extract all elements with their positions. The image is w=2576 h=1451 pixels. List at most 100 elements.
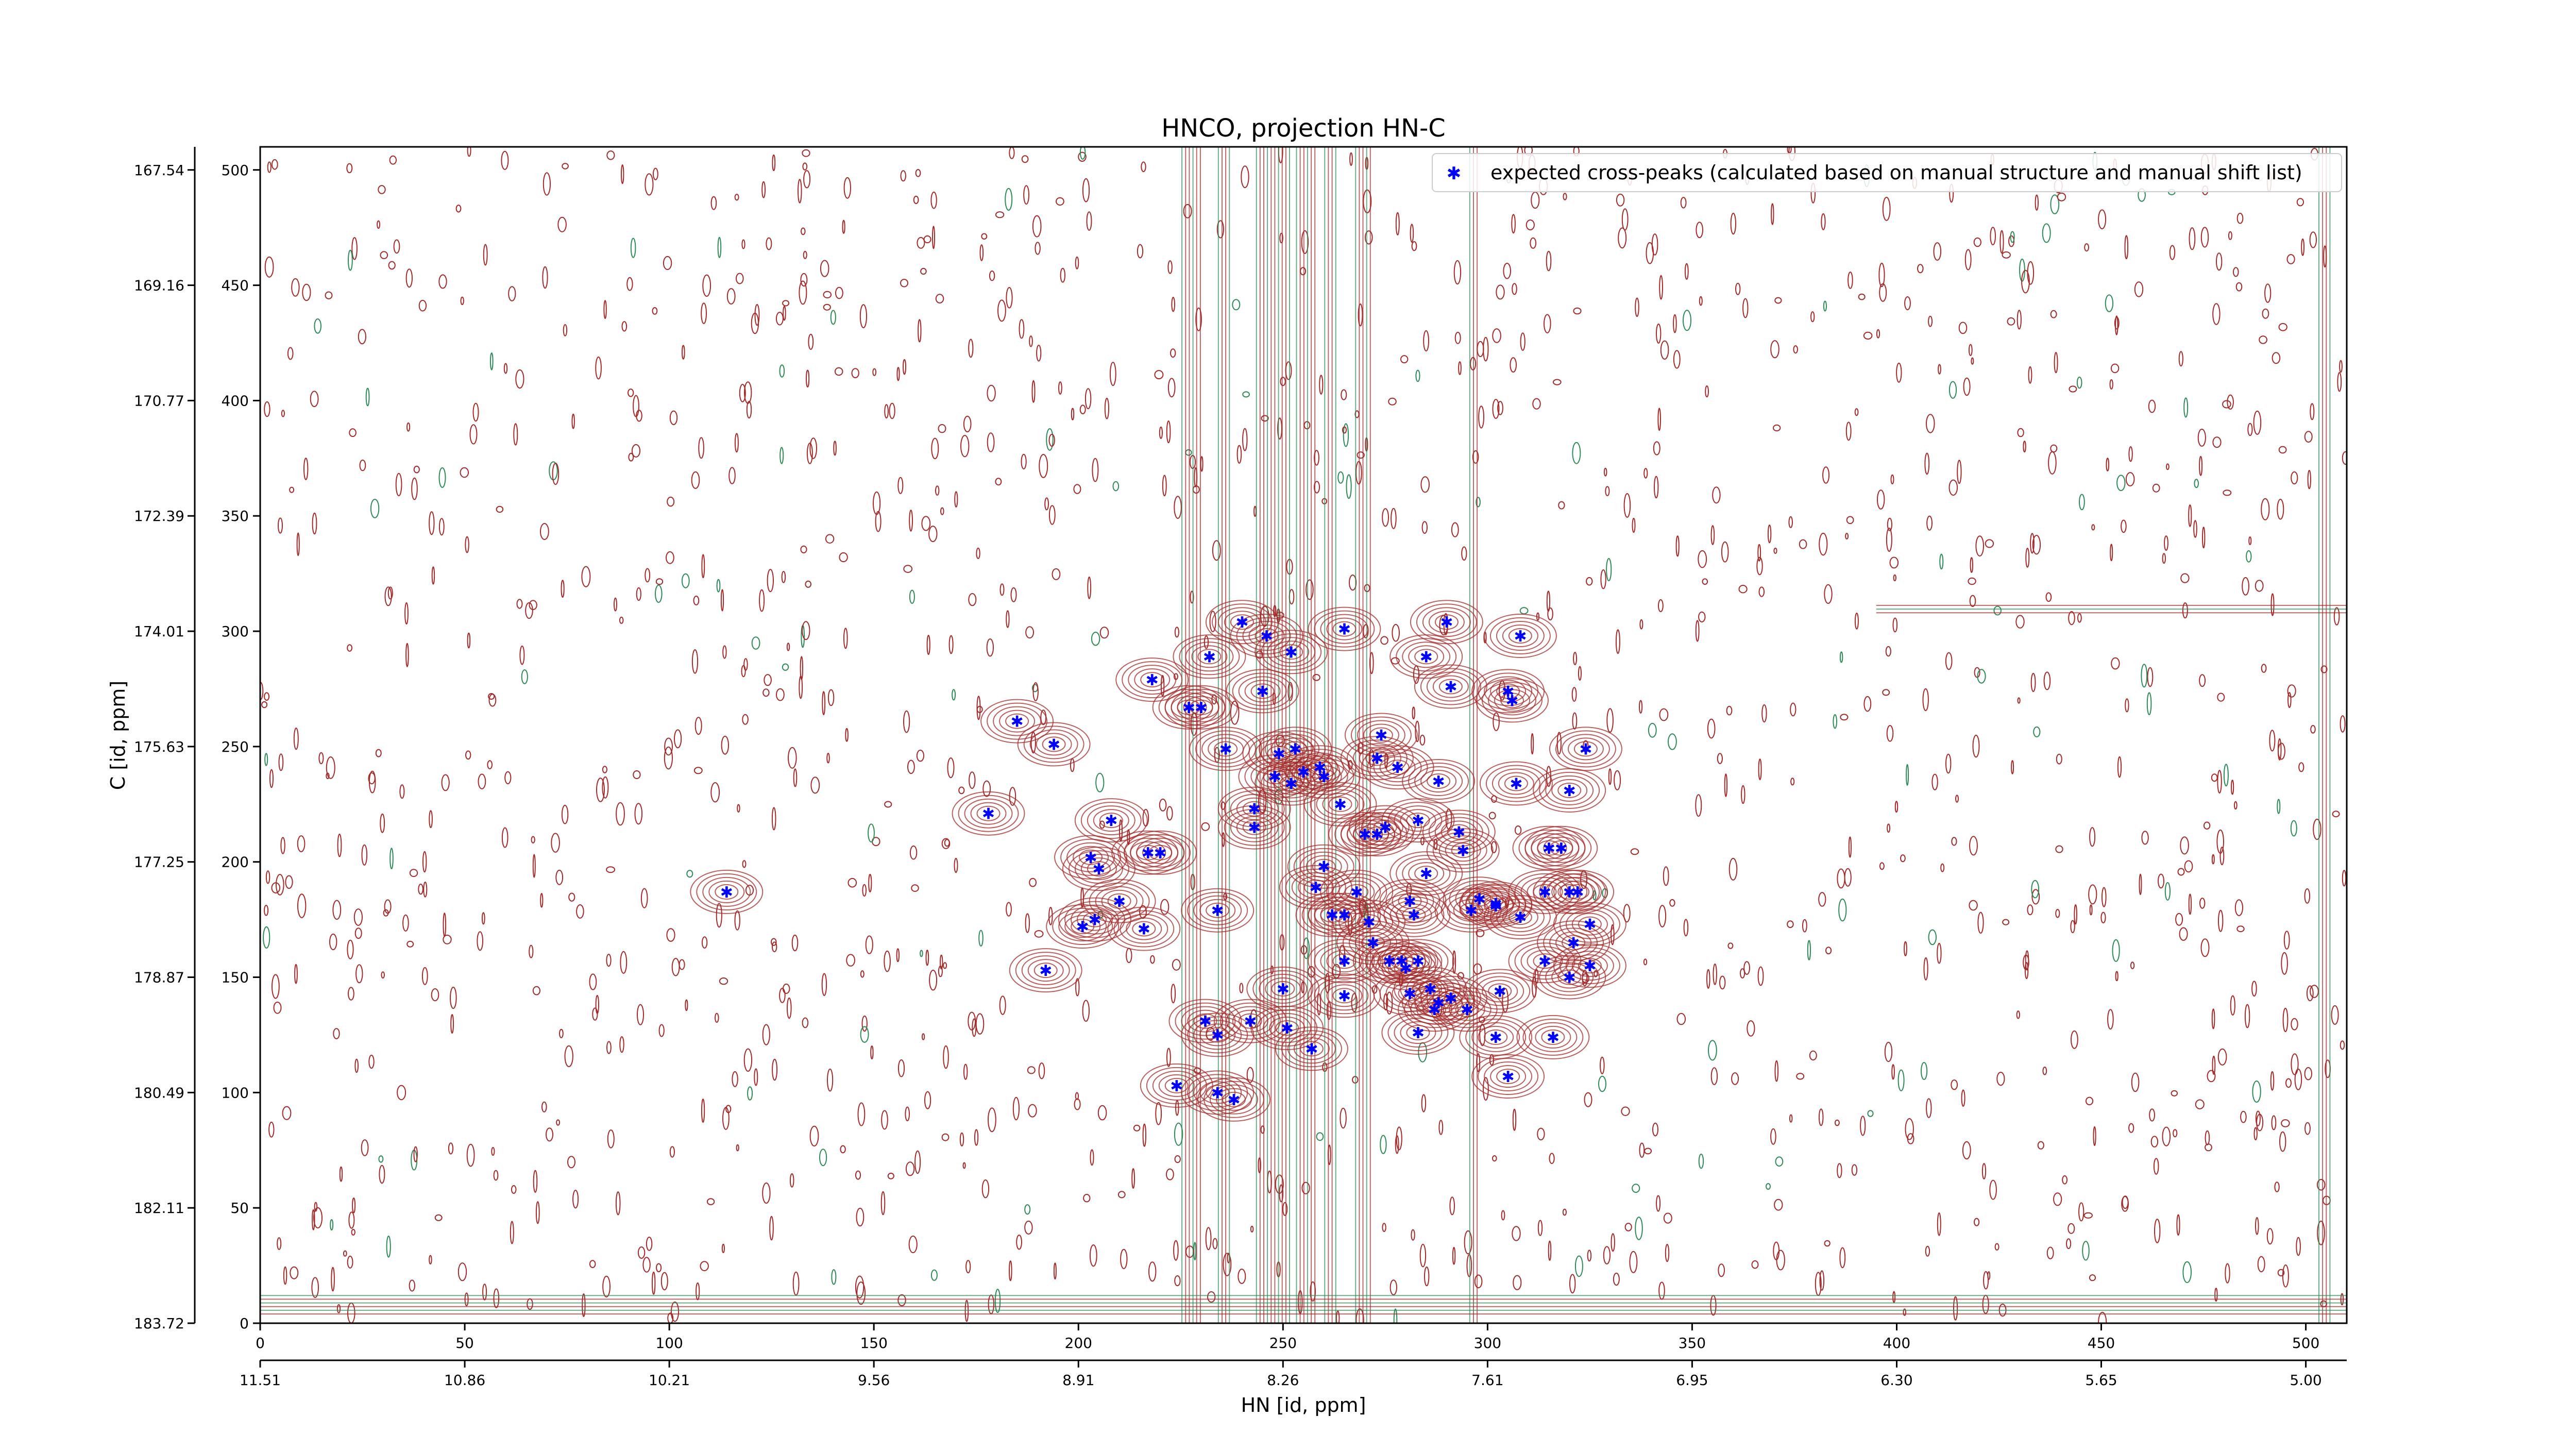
peak-contour — [1073, 846, 1109, 869]
noise-contour — [2188, 893, 2192, 915]
noise-contour — [561, 804, 569, 824]
noise-contour — [769, 1216, 774, 1241]
cross-peak-marker: ✱ — [1514, 909, 1527, 927]
noise-contour — [1314, 450, 1319, 466]
peak-contour — [1573, 741, 1598, 757]
noise-contour — [1724, 773, 1728, 797]
noise-contour — [438, 274, 447, 289]
noise-contour — [2110, 363, 2120, 374]
noise-contour — [1877, 490, 1885, 510]
noise-contour — [606, 150, 615, 160]
noise-contour — [786, 643, 790, 651]
noise-contour — [2277, 1269, 2285, 1277]
noise-contour — [1301, 1182, 1310, 1194]
noise-contour — [2110, 544, 2113, 562]
noise-contour — [856, 1207, 865, 1227]
noise-contour — [959, 1132, 964, 1146]
y-ppm-tick-label: 170.77 — [134, 392, 184, 409]
noise-contour — [443, 934, 452, 944]
noise-contour — [1621, 208, 1629, 231]
noise-contour — [478, 773, 486, 789]
noise-contour — [846, 954, 855, 967]
noise-contour — [1160, 674, 1165, 697]
peak-contour — [1469, 972, 1531, 1010]
noise-contour — [1639, 619, 1643, 630]
noise-contour — [2146, 692, 2152, 716]
noise-contour — [693, 767, 703, 774]
noise-contour — [995, 211, 1005, 218]
noise-contour — [655, 578, 664, 585]
peak-contour — [1478, 1025, 1514, 1049]
noise-contour — [1250, 1225, 1254, 1233]
noise-contour — [603, 300, 607, 319]
noise-contour — [2304, 1067, 2312, 1081]
noise-contour — [628, 389, 634, 397]
noise-contour — [1476, 929, 1485, 937]
noise-contour — [653, 167, 658, 180]
noise-contour — [521, 669, 528, 684]
noise-contour — [466, 1143, 475, 1167]
noise-contour — [717, 237, 722, 258]
cross-peak-marker: ✱ — [1543, 840, 1555, 858]
noise-contour — [652, 307, 658, 315]
noise-contour — [1537, 1127, 1545, 1141]
noise-contour — [1657, 408, 1661, 431]
noise-contour — [1876, 329, 1880, 339]
noise-contour — [1159, 426, 1163, 439]
noise-contour — [1721, 541, 1729, 563]
peak-contour — [1529, 1022, 1578, 1052]
cross-peak-marker: ✱ — [1113, 893, 1126, 911]
cross-peak-marker: ✱ — [1011, 713, 1024, 731]
cross-peak-layer: ✱✱✱✱✱✱✱✱✱✱✱✱✱✱✱✱✱✱✱✱✱✱✱✱✱✱✱✱✱✱✱✱✱✱✱✱✱✱✱✱… — [720, 614, 1597, 1109]
noise-contour — [1520, 332, 1526, 351]
noise-contour — [388, 261, 396, 270]
noise-contour — [1512, 1226, 1521, 1241]
noise-contour — [2109, 379, 2113, 390]
cross-peak-marker: ✱ — [1285, 644, 1298, 662]
noise-contour — [633, 770, 641, 779]
noise-contour — [1319, 375, 1324, 395]
cross-peak-marker: ✱ — [1203, 648, 1216, 666]
peak-contour — [1484, 1029, 1508, 1045]
noise-contour — [1174, 627, 1179, 638]
noise-contour — [1834, 1119, 1840, 1126]
peak-contour — [1332, 876, 1381, 907]
noise-contour — [1822, 466, 1830, 484]
peak-contour — [1367, 816, 1403, 839]
peak-contour — [1428, 813, 1489, 851]
peak-contour — [1197, 649, 1222, 665]
noise-contour — [803, 170, 811, 189]
noise-contour — [399, 784, 405, 799]
peak-contour — [1484, 676, 1533, 706]
noise-contour — [1301, 230, 1309, 254]
noise-contour — [358, 329, 367, 345]
noise-contour — [1900, 854, 1906, 863]
peak-contour — [1189, 699, 1213, 715]
noise-contour — [516, 599, 523, 609]
noise-contour — [1603, 467, 1607, 477]
x-tick-label: 200 — [1065, 1335, 1092, 1352]
noise-contour — [2154, 1219, 2161, 1243]
peak-contour — [1083, 912, 1107, 927]
noise-contour — [2317, 1220, 2325, 1245]
noise-contour — [1994, 1243, 1999, 1251]
noise-contour — [1926, 515, 1933, 531]
noise-contour — [1879, 283, 1887, 302]
noise-contour — [2195, 1099, 2205, 1109]
peak-contour — [1332, 621, 1357, 637]
noise-contour — [2219, 847, 2225, 866]
noise-contour — [1104, 397, 1109, 419]
noise-contour — [1600, 569, 1606, 589]
noise-contour — [1894, 801, 1899, 813]
noise-contour — [1421, 521, 1428, 534]
noise-contour — [2207, 1070, 2216, 1083]
noise-contour — [264, 401, 270, 417]
noise-contour — [482, 1284, 487, 1301]
noise-contour — [1802, 919, 1807, 933]
noise-contour — [1658, 905, 1667, 927]
peak-contour — [999, 710, 1036, 733]
noise-contour — [541, 1101, 547, 1112]
noise-contour — [1174, 1275, 1181, 1287]
peak-contour — [1385, 760, 1410, 775]
noise-contour — [1027, 1066, 1036, 1074]
